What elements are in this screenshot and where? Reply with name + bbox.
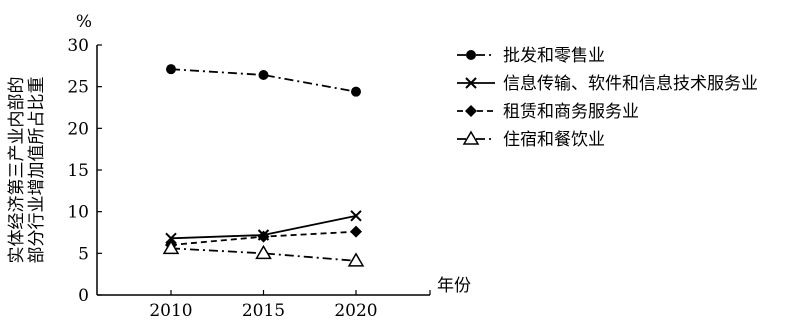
y-unit-label: % — [76, 12, 92, 32]
y-tick-label: 0 — [78, 286, 89, 306]
series-line — [170, 247, 357, 262]
legend-item-0: 批发和零售业 — [457, 46, 605, 66]
data-point — [166, 64, 176, 75]
x-axis-label: 年份 — [437, 276, 471, 296]
legend-item-1: 信息传输、软件和信息技术服务业 — [457, 74, 758, 94]
legend-marker — [466, 50, 476, 60]
y-axis-label: 实体经济第三产业内部的部分行业增加值所占比重 — [7, 77, 47, 264]
series-line — [170, 68, 357, 93]
data-point — [162, 239, 180, 255]
data-point — [350, 225, 362, 238]
x-marker-stroke — [465, 77, 477, 89]
legend-item-3: 住宿和餐饮业 — [457, 130, 605, 150]
x-marker-stroke — [350, 210, 362, 222]
y-axis-label-line: 部分行业增加值所占比重 — [27, 77, 47, 264]
data-point — [165, 232, 177, 245]
legend-marker — [465, 77, 477, 89]
x-tick-label: 2010 — [149, 301, 192, 320]
legend-item-2: 租赁和商务服务业 — [457, 102, 639, 122]
x-tick-label: 2020 — [334, 301, 377, 320]
legend-label: 租赁和商务服务业 — [503, 102, 639, 122]
series-3 — [162, 239, 365, 267]
axes: 0 5 10 15 20 25 30 2010 2015 2020% 年份 实体经济第三产业内部的部分… — [7, 12, 471, 321]
y-tick-label: 5 — [78, 244, 89, 264]
y-tick-label: 15 — [67, 161, 89, 181]
data-point — [350, 210, 362, 222]
series-0 — [166, 64, 361, 97]
legend-marker — [462, 130, 480, 145]
x-marker-stroke — [165, 232, 177, 245]
legend-label: 批发和零售业 — [503, 46, 605, 66]
data-point — [255, 244, 272, 260]
y-tick-label: 10 — [67, 203, 89, 223]
data-point — [258, 70, 269, 80]
data-point — [351, 86, 361, 97]
data-point — [257, 230, 270, 243]
y-tick-label: 20 — [67, 119, 89, 139]
series-group — [162, 64, 365, 267]
data-point — [347, 252, 365, 267]
y-axis-label-line: 实体经济第三产业内部的 — [7, 77, 27, 264]
legend-marker — [465, 105, 477, 117]
legend-label: 住宿和餐饮业 — [503, 130, 605, 150]
x-tick-label: 2015 — [242, 301, 285, 320]
y-tick-label: 25 — [67, 78, 89, 98]
y-tick-label: 30 — [67, 36, 89, 56]
legend-label: 信息传输、软件和信息技术服务业 — [503, 74, 758, 94]
